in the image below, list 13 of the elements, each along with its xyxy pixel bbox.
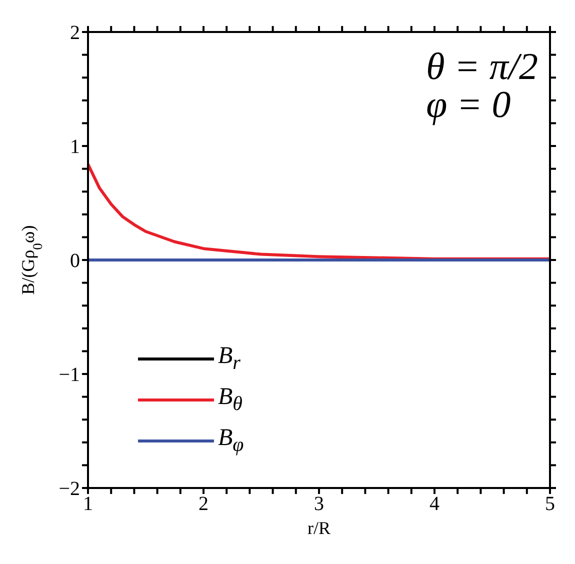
y-tick-label: 1	[70, 136, 80, 158]
y-tick-label: −2	[58, 478, 80, 500]
x-axis-title: r/R	[307, 518, 331, 538]
y-tick-label: −1	[58, 364, 80, 386]
legend-label: B$_{r}$	[218, 342, 240, 374]
x-tick-label: 3	[314, 493, 324, 516]
x-tick-label: 4	[430, 493, 440, 516]
x-tick-label: 2	[198, 493, 208, 516]
legend-label: B$_{θ}$	[218, 384, 242, 416]
legend-label: B$_{φ}$	[218, 424, 244, 456]
y-tick-label: 0	[70, 250, 80, 272]
x-tick-label: 5	[545, 493, 555, 516]
y-tick-label: 2	[70, 22, 80, 44]
